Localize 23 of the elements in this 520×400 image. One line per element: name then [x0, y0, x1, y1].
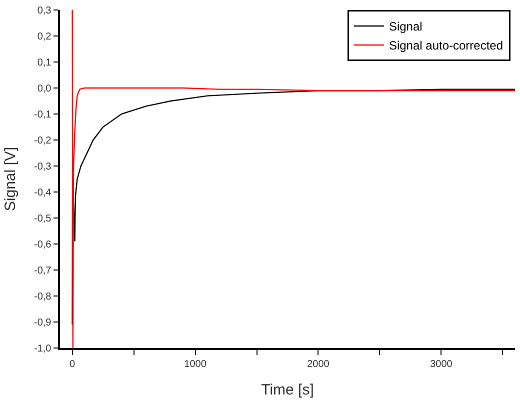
y-tick-label: -0,2 — [34, 136, 52, 146]
y-tick-label: -0,8 — [34, 292, 52, 302]
y-tick-label: 0,3 — [37, 6, 52, 16]
y-axis-title: Signal [V] — [2, 146, 19, 212]
y-tick-label: -0,7 — [34, 266, 52, 276]
y-tick-label: 0,2 — [37, 32, 52, 42]
x-tick-label: 2000 — [307, 358, 330, 370]
y-tick-label: 0,1 — [37, 58, 52, 68]
legend-label: Signal auto-corrected — [388, 38, 504, 53]
line-series — [72, 10, 515, 348]
y-tick-label: -0,4 — [34, 188, 52, 198]
x-tick-label: 0 — [70, 358, 76, 370]
y-tick-label: -0,9 — [34, 318, 52, 328]
y-tick-label: -0,6 — [34, 240, 52, 250]
y-tick-label: -1,0 — [34, 344, 52, 354]
legend-label: Signal — [388, 20, 422, 34]
x-axis-title: Time [s] — [261, 381, 314, 398]
x-tick-label: 1000 — [184, 358, 207, 370]
y-tick-label: 0,0 — [37, 84, 52, 94]
x-tick-label: 3000 — [430, 358, 453, 370]
y-tick-label: -0,5 — [34, 214, 52, 224]
y-tick-label: -0,3 — [34, 162, 52, 172]
y-tick-label: -0,1 — [34, 110, 52, 120]
